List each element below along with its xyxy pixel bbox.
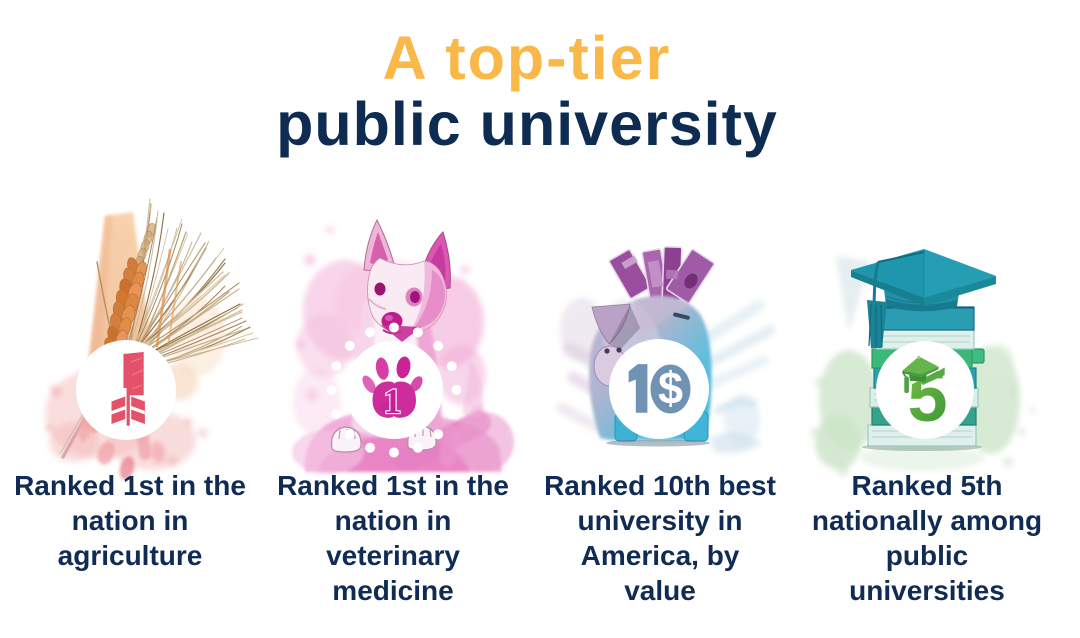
svg-text:$: $ [658,363,683,414]
svg-text:1: 1 [384,381,402,421]
